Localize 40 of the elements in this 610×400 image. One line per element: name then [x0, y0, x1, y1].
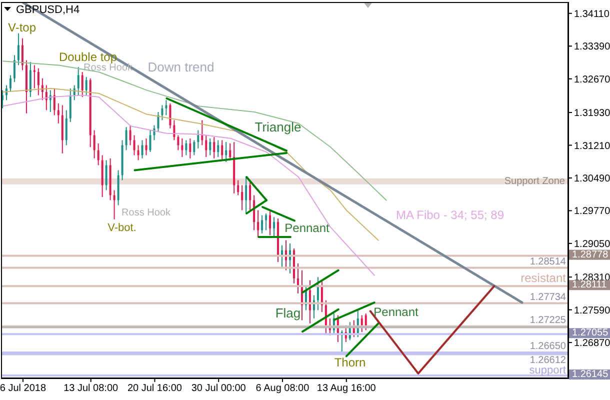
- annotation: V-top: [8, 20, 36, 34]
- annotation: Ross Hook: [84, 62, 134, 74]
- ref-line-label: 1.27055: [572, 328, 609, 339]
- x-tick-label: 6 Aug 08:00: [256, 383, 310, 394]
- annotation: Flag: [275, 306, 301, 320]
- annotation: Triangle: [254, 120, 302, 134]
- annotation: Ross Hook: [122, 208, 172, 218]
- annotation: resistant: [520, 271, 567, 286]
- y-tick-label: 1.29770: [574, 206, 610, 218]
- x-tick-label: 13 Jul 08:00: [64, 383, 119, 394]
- y-tick-label: 1.34110: [574, 8, 610, 20]
- ref-line-label: 1.28778: [572, 249, 609, 260]
- y-tick-label: 1.27590: [574, 305, 610, 316]
- annotation: 1.26650: [530, 341, 566, 352]
- annotation: 1.26612: [530, 354, 566, 366]
- x-tick-label: 20 Jul 16:00: [127, 383, 182, 394]
- annotation: support: [529, 364, 566, 376]
- annotation: V-bot.: [108, 222, 136, 234]
- annotation: 1.27225: [530, 314, 566, 326]
- ref-line-label: 1.26145: [572, 369, 609, 380]
- annotation: 1.27734: [530, 292, 566, 303]
- y-tick-label: 1.31930: [574, 108, 610, 120]
- annotation: Pennant: [374, 305, 420, 319]
- y-tick-label: 1.31210: [574, 140, 610, 152]
- x-tick-label: 30 Jul 00:00: [191, 383, 246, 394]
- y-tick-label: 1.33390: [574, 42, 610, 53]
- annotation: Pennant: [284, 221, 330, 235]
- y-tick-label: 1.30490: [574, 174, 610, 184]
- annotation: Thorn: [334, 355, 366, 370]
- band-label: Support Zone: [504, 176, 566, 187]
- annotation: MA Fibo - 34; 55; 89: [396, 208, 504, 222]
- y-tick-label: 1.26870: [574, 338, 610, 350]
- annotation: 1.28514: [530, 256, 566, 268]
- y-tick-label: 1.29050: [574, 238, 610, 250]
- annotation: Down trend: [148, 60, 214, 74]
- y-tick-label: 1.32670: [574, 74, 610, 86]
- chart-title: GBPUSD,H4: [16, 4, 80, 16]
- annotation: Double top: [58, 50, 118, 64]
- x-tick-label: 13 Aug 16:00: [316, 383, 376, 394]
- x-tick-label: 6 Jul 2018: [0, 383, 46, 394]
